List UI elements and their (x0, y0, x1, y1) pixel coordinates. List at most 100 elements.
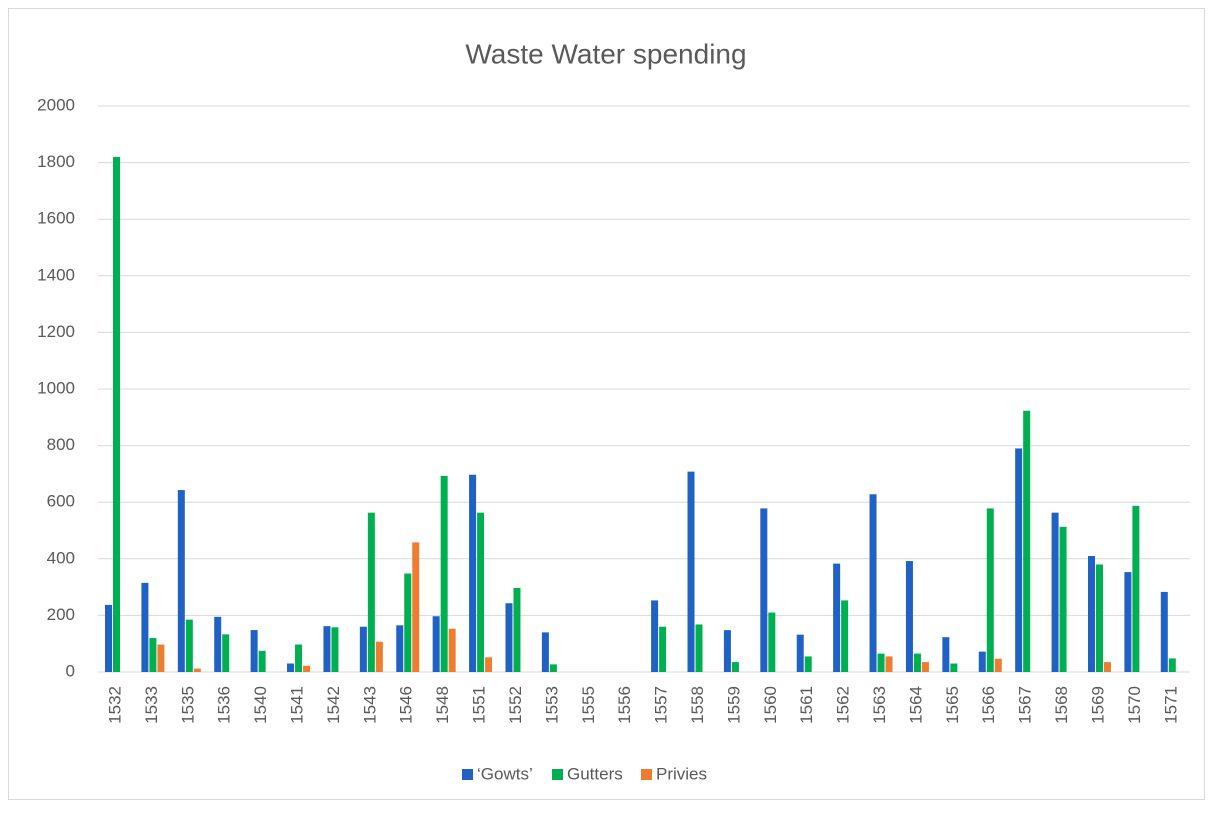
bar (760, 508, 768, 672)
y-tick-label: 800 (47, 435, 75, 454)
x-tick-label: 1560 (761, 686, 780, 724)
bar (921, 662, 929, 672)
bar (1023, 410, 1031, 672)
bar (905, 561, 913, 672)
bar (331, 627, 339, 672)
y-tick-label: 200 (47, 605, 75, 624)
bar (367, 512, 375, 672)
bar (1103, 662, 1111, 672)
chart-border (8, 8, 1205, 800)
bar (505, 603, 513, 672)
bar (731, 662, 739, 672)
bar (723, 630, 731, 672)
bar (994, 658, 1002, 672)
bar (323, 626, 331, 672)
bar (440, 475, 448, 672)
bar (177, 490, 185, 672)
bar (1095, 564, 1103, 672)
bar (469, 474, 477, 672)
legend-label: ‘Gowts’ (477, 764, 533, 783)
bar (796, 634, 804, 672)
x-tick-label: 1546 (397, 686, 416, 724)
x-tick-label: 1564 (906, 686, 925, 724)
chart-title: Waste Water spending (465, 38, 746, 69)
y-tick-label: 0 (66, 661, 75, 680)
y-tick-label: 1400 (37, 265, 75, 284)
y-tick-label: 1600 (37, 209, 75, 228)
x-tick-label: 1543 (360, 686, 379, 724)
x-tick-label: 1533 (142, 686, 161, 724)
x-tick-label: 1571 (1161, 686, 1180, 724)
bar (913, 653, 921, 672)
bar (448, 628, 456, 672)
x-tick-label: 1561 (797, 686, 816, 724)
x-tick-label: 1566 (979, 686, 998, 724)
x-tick-label: 1559 (724, 686, 743, 724)
bar (1168, 658, 1176, 672)
legend-label: Gutters (567, 764, 623, 783)
bar (877, 653, 885, 672)
legend-label: Privies (656, 764, 707, 783)
x-tick-label: 1532 (105, 686, 124, 724)
bar (185, 619, 193, 672)
x-tick-label: 1555 (579, 686, 598, 724)
bar (885, 656, 893, 672)
x-tick-label: 1570 (1125, 686, 1144, 724)
bar (833, 563, 841, 672)
x-tick-label: 1540 (251, 686, 270, 724)
x-tick-label: 1535 (178, 686, 197, 724)
bar (513, 587, 521, 672)
bar (1132, 505, 1140, 672)
x-tick-label: 1548 (433, 686, 452, 724)
y-tick-label: 400 (47, 548, 75, 567)
bar (942, 637, 950, 672)
x-tick-label: 1558 (688, 686, 707, 724)
y-tick-label: 1800 (37, 152, 75, 171)
bar (1051, 512, 1059, 672)
bar (1015, 448, 1023, 672)
bar (1124, 572, 1132, 672)
bar (222, 634, 230, 672)
bar (485, 657, 493, 672)
bar (113, 156, 121, 672)
bar (258, 650, 266, 672)
bar (651, 600, 659, 672)
bar (375, 641, 383, 672)
bar (1087, 555, 1095, 672)
bar (287, 663, 295, 672)
bar (295, 644, 303, 672)
x-tick-label: 1542 (324, 686, 343, 724)
x-tick-label: 1562 (834, 686, 853, 724)
bar (359, 626, 367, 672)
bar (432, 616, 440, 672)
bar (541, 632, 549, 672)
legend-swatch (462, 769, 473, 780)
x-tick-label: 1557 (652, 686, 671, 724)
legend-swatch (552, 769, 563, 780)
bar (105, 604, 113, 672)
legend-swatch (641, 769, 652, 780)
bar (549, 664, 557, 672)
bar (404, 573, 412, 672)
x-tick-label: 1567 (1016, 686, 1035, 724)
bar (157, 644, 165, 672)
x-tick-label: 1553 (542, 686, 561, 724)
bar (412, 542, 420, 672)
y-tick-label: 1200 (37, 322, 75, 341)
bar (477, 512, 485, 672)
y-tick-label: 600 (47, 492, 75, 511)
bar (1160, 591, 1168, 672)
bar (659, 626, 667, 672)
bar (1059, 526, 1067, 672)
x-tick-label: 1536 (215, 686, 234, 724)
bar (396, 625, 404, 672)
x-tick-label: 1565 (943, 686, 962, 724)
bar (978, 651, 986, 672)
y-tick-label: 1000 (37, 378, 75, 397)
bar (869, 494, 877, 672)
bar (250, 630, 258, 672)
bar (695, 624, 703, 672)
y-tick-label: 2000 (37, 95, 75, 114)
x-tick-label: 1569 (1088, 686, 1107, 724)
